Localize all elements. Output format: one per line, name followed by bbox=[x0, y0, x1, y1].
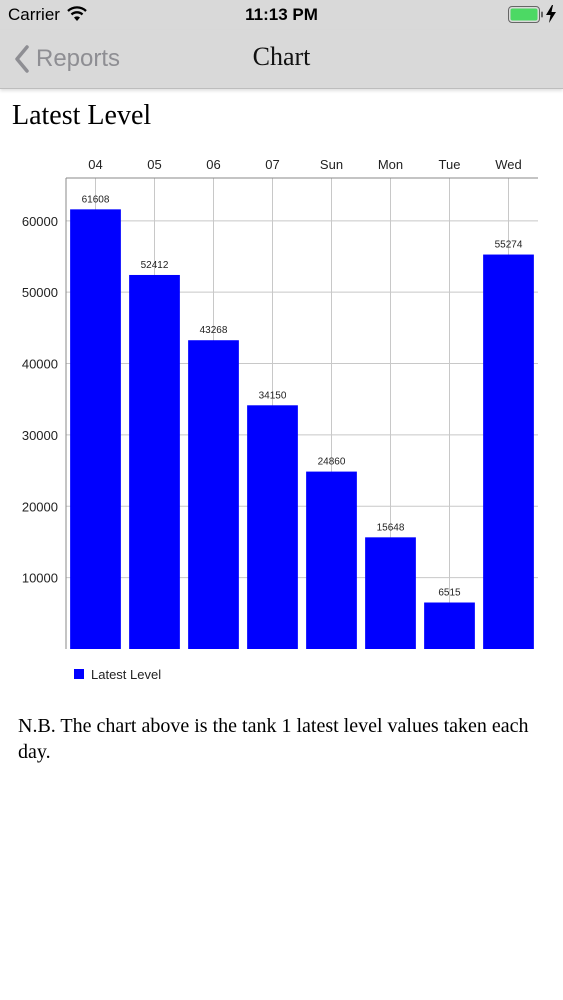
x-tick-label: 06 bbox=[206, 157, 220, 172]
bar-value-label: 43268 bbox=[200, 325, 228, 336]
bar-value-label: 61608 bbox=[82, 194, 110, 205]
chart-heading: Latest Level bbox=[12, 100, 152, 131]
legend-swatch bbox=[74, 669, 84, 679]
x-tick-label: Wed bbox=[495, 157, 522, 172]
bar bbox=[70, 209, 121, 650]
bar-value-label: 52412 bbox=[141, 260, 169, 271]
bar bbox=[306, 471, 357, 649]
bar bbox=[483, 254, 534, 649]
y-tick-label: 20000 bbox=[22, 499, 58, 514]
x-tick-label: 07 bbox=[265, 157, 279, 172]
y-tick-label: 30000 bbox=[22, 428, 58, 443]
chevron-left-icon bbox=[15, 45, 29, 73]
x-tick-label: 05 bbox=[147, 157, 161, 172]
bar-value-label: 55274 bbox=[495, 240, 523, 251]
carrier-label: Carrier bbox=[8, 5, 60, 24]
charging-bolt-icon bbox=[546, 5, 556, 23]
bar bbox=[365, 537, 416, 649]
bar bbox=[424, 602, 475, 649]
bar-value-label: 34150 bbox=[259, 390, 287, 401]
page-title: Chart bbox=[252, 42, 311, 71]
back-button[interactable]: Reports bbox=[14, 42, 120, 76]
y-tick-label: 50000 bbox=[22, 285, 58, 300]
y-tick-label: 10000 bbox=[22, 571, 58, 586]
x-tick-label: Tue bbox=[439, 157, 461, 172]
navigation-bar: Reports Chart bbox=[0, 30, 563, 89]
chart-footnote: N.B. The chart above is the tank 1 lates… bbox=[18, 715, 529, 763]
bar-value-label: 6515 bbox=[438, 588, 461, 599]
y-tick-label: 60000 bbox=[22, 214, 58, 229]
bar bbox=[247, 405, 298, 649]
x-tick-label: Mon bbox=[378, 157, 403, 172]
clock-time: 11:13 PM bbox=[245, 5, 318, 24]
x-tick-label: 04 bbox=[88, 157, 102, 172]
wifi-icon bbox=[67, 6, 87, 21]
x-tick-label: Sun bbox=[320, 157, 343, 172]
status-bar: Carrier 11:13 PM bbox=[0, 0, 563, 30]
bar-value-label: 15648 bbox=[377, 522, 405, 533]
bar bbox=[188, 340, 239, 649]
battery-icon bbox=[508, 6, 543, 23]
bar-chart-container: 10000 20000 30000 40000 50000 60000 04 05 06 07 Su… bbox=[0, 148, 563, 693]
back-button-label: Reports bbox=[36, 45, 121, 72]
y-tick-label: 40000 bbox=[22, 357, 58, 372]
bar-chart: 10000 20000 30000 40000 50000 60000 04 05 06 07 Su… bbox=[22, 157, 538, 682]
bar-value-label: 24860 bbox=[318, 457, 346, 468]
legend-label: Latest Level bbox=[91, 667, 161, 682]
bar bbox=[129, 274, 180, 649]
